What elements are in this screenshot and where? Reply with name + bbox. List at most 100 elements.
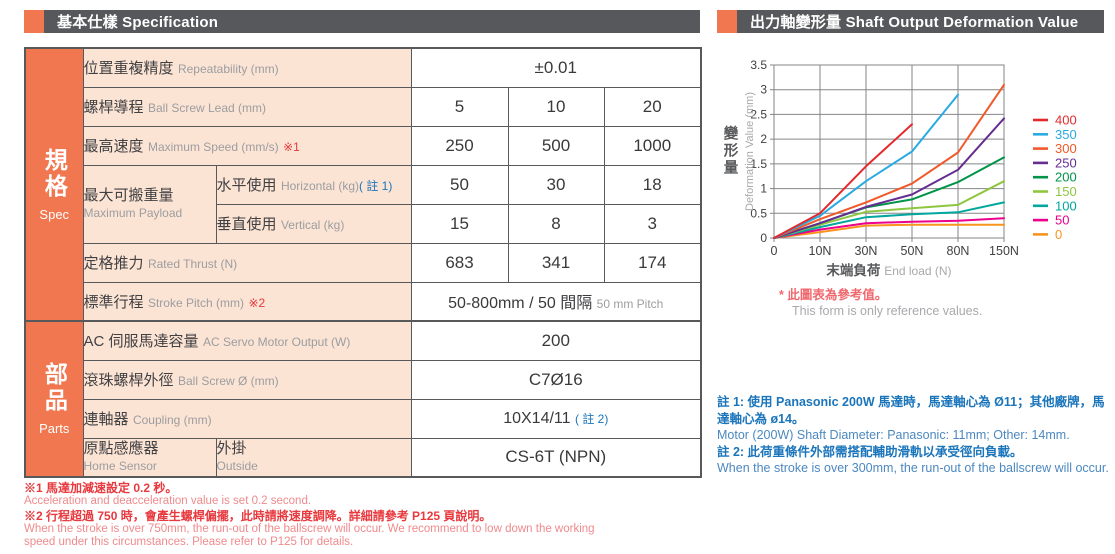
x-tick-label: 0	[771, 244, 778, 258]
label-ballscrew: 滾珠螺桿外徑 Ball Screw Ø (mm)	[82, 359, 412, 400]
label-payload-zh: 最大可搬重量	[83, 187, 174, 205]
x-tick-label: 80N	[947, 244, 970, 258]
remark-2-en: When the stroke is over 300mm, the run-o…	[717, 461, 1109, 475]
label-repeatability-zh: 位置重複精度	[83, 60, 174, 78]
value-vertical-1: 15	[410, 203, 509, 244]
value-ballscrew: C7Ø16	[410, 359, 702, 400]
y-axis-label-zh: 變形量	[724, 125, 739, 177]
value-horizontal-1: 50	[410, 164, 509, 205]
label-vertical: 垂直使用 Vertical (kg)	[215, 203, 412, 244]
legend-label-250: 250	[1055, 155, 1077, 170]
label-lead: 螺桿導程 Ball Screw Lead (mm)	[82, 86, 412, 127]
label-homesensor: 原點感應器 Home Sensor	[82, 437, 217, 478]
series-line-50	[773, 217, 1005, 239]
chart-grid: 0 0.5 1 1.5 2 2.5 3 3.5 0 10N 30N 50N 80N 150N	[750, 58, 1019, 258]
label-speed: 最高速度 Maximum Speed (mm/s) ※1	[82, 125, 412, 166]
series-line-350	[773, 93, 959, 239]
chart-reference-note: * 此圖表為參考值。 This form is only reference v…	[779, 287, 982, 320]
footnote-1-en: Acceleration and deacceleration value is…	[24, 495, 312, 508]
deformation-section-header: 出力軸變形量 Shaft Output Deformation Value	[717, 10, 1104, 33]
specification-table: 規格 Spec 位置重複精度 Repeatability (mm) ±0.01 …	[24, 47, 703, 478]
remark-2-zh: 註 2: 此荷重條件外部需搭配輔助滑軌以承受徑向負載。	[717, 444, 1023, 459]
table-row-stroke-pitch: 標準行程 Stroke Pitch (mm) ※2 50-800mm / 50 …	[25, 281, 702, 322]
remarks: 註 1: 使用 Panasonic 200W 馬達時，馬達軸心為 Ø11；其他廠…	[717, 394, 1109, 477]
legend-label-400: 400	[1055, 113, 1077, 128]
label-thrust-zh: 定格推力	[83, 255, 144, 272]
footnote-1-zh: ※1 馬達加減速設定 0.2 秒。	[24, 481, 178, 495]
value-thrust-3: 174	[603, 242, 702, 283]
table-row-servo-motor: 部品 Parts AC 伺服馬達容量 AC Servo Motor Output…	[24, 320, 702, 478]
label-horizontal-zh: 水平使用	[216, 177, 277, 194]
value-lead-1: 5	[410, 86, 509, 127]
legend-label-50: 50	[1055, 213, 1069, 228]
value-motor: 200	[410, 320, 702, 361]
value-lead-2: 10	[507, 86, 605, 127]
chart-note-zh: * 此圖表為參考值。	[779, 288, 888, 302]
table-row-rated-thrust: 定格推力 Rated Thrust (N) 683 341 174	[25, 242, 702, 283]
legend-label-100: 100	[1055, 198, 1077, 213]
label-homesensor-en: Home Sensor	[83, 459, 157, 474]
label-thrust: 定格推力 Rated Thrust (N)	[82, 242, 412, 283]
value-stroke: 50-800mm / 50 間隔 50 mm Pitch	[410, 281, 702, 322]
orange-accent-square	[717, 10, 737, 33]
label-speed-en: Maximum Speed (mm/s)	[147, 140, 279, 154]
label-ballscrew-zh: 滾珠螺桿外徑	[83, 372, 174, 389]
value-stroke-en: 50 mm Pitch	[596, 297, 664, 312]
spec-section-title: 基本仕樣 Specification	[57, 14, 219, 31]
value-repeatability: ±0.01	[410, 47, 702, 88]
value-vertical-2: 8	[507, 203, 605, 244]
label-motor: AC 伺服馬達容量 AC Servo Motor Output (W)	[82, 320, 412, 361]
label-homesensor-sub-en: Outside	[216, 459, 258, 474]
value-thrust-1: 683	[410, 242, 509, 283]
label-horizontal: 水平使用 Horizontal (kg)( 註 1)	[215, 164, 412, 205]
series-line-250	[773, 117, 1005, 239]
series-line-150	[773, 180, 1005, 239]
y-tick-label: 2.5	[750, 107, 767, 121]
y-tick-label: 3.5	[750, 58, 767, 72]
label-homesensor-sub: 外掛 Outside	[215, 437, 412, 478]
label-lead-zh: 螺桿導程	[83, 99, 144, 116]
label-vertical-en: Vertical (kg)	[280, 218, 345, 232]
group-spec-en: Spec	[39, 206, 70, 222]
y-tick-label: 0	[760, 231, 767, 245]
label-lead-en: Ball Screw Lead (mm)	[147, 101, 266, 115]
value-coupling-note: ( 註 2)	[574, 411, 609, 426]
label-speed-mark: ※1	[283, 140, 300, 154]
group-cell-spec: 規格 Spec	[24, 47, 84, 322]
value-speed-1: 250	[410, 125, 509, 166]
series-line-300	[773, 83, 1005, 239]
label-coupling-zh: 連軸器	[83, 411, 129, 428]
value-stroke-zh: 50-800mm / 50 間隔	[448, 295, 593, 313]
table-row-ball-screw-dia: 滾珠螺桿外徑 Ball Screw Ø (mm) C7Ø16	[25, 359, 702, 400]
value-speed-3: 1000	[603, 125, 702, 166]
group-parts-zh: 部品	[41, 362, 68, 414]
table-row-coupling: 連軸器 Coupling (mm) 10X14/11 ( 註 2)	[25, 398, 702, 439]
label-motor-zh: AC 伺服馬達容量	[83, 333, 199, 351]
value-coupling-text: 10X14/11	[503, 409, 571, 427]
x-tick-label: 30N	[855, 244, 878, 258]
label-repeatability-en: Repeatability (mm)	[177, 62, 279, 77]
footnotes: ※1 馬達加減速設定 0.2 秒。 Acceleration and deacc…	[24, 481, 616, 550]
table-row-max-speed: 最高速度 Maximum Speed (mm/s) ※1 250 500 100…	[25, 125, 702, 166]
label-horizontal-en: Horizontal (kg)	[280, 179, 359, 193]
label-coupling: 連軸器 Coupling (mm)	[82, 398, 412, 439]
value-speed-2: 500	[507, 125, 605, 166]
label-horizontal-note: ( 註 1)	[359, 179, 393, 193]
legend-label-200: 200	[1055, 170, 1077, 185]
label-stroke-zh: 標準行程	[83, 293, 144, 311]
deformation-chart-svg: 0 0.5 1 1.5 2 2.5 3 3.5 0 10N 30N 50N 80N 150N 4003503…	[724, 58, 1077, 278]
label-max-payload: 最大可搬重量 Maximum Payload	[82, 164, 217, 244]
remark-1-zh: 註 1: 使用 Panasonic 200W 馬達時，馬達軸心為 Ø11；其他廠…	[717, 395, 1105, 426]
x-tick-label: 50N	[901, 244, 924, 258]
legend-label-300: 300	[1055, 141, 1077, 156]
value-coupling: 10X14/11 ( 註 2)	[410, 398, 702, 439]
x-tick-label: 10N	[809, 244, 832, 258]
value-homesensor: CS-6T (NPN)	[410, 437, 702, 478]
label-payload-en: Maximum Payload	[83, 205, 183, 220]
spec-section-header: 基本仕樣 Specification	[24, 10, 700, 33]
label-thrust-en: Rated Thrust (N)	[147, 257, 238, 271]
chart-note-en: This form is only reference values.	[792, 304, 983, 319]
x-axis-label: 末端負荷 End load (N)	[826, 262, 951, 278]
label-vertical-zh: 垂直使用	[216, 216, 277, 233]
